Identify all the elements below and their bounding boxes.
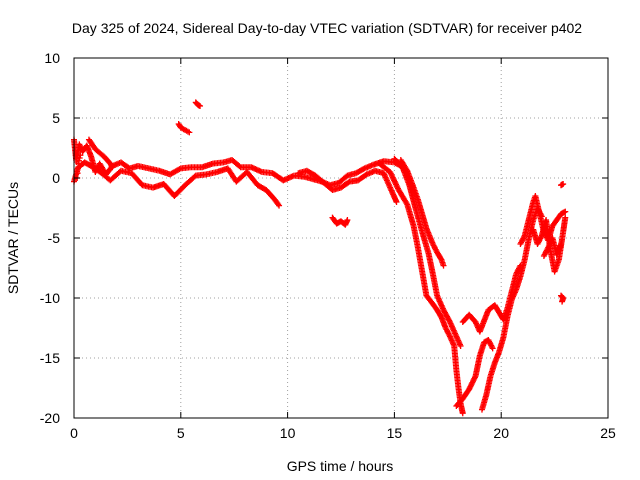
data-point xyxy=(186,129,193,136)
x-tick-label: 0 xyxy=(70,425,78,441)
y-tick-label: 0 xyxy=(52,170,60,186)
x-tick-label: 5 xyxy=(177,425,185,441)
data-point xyxy=(440,262,447,269)
tick-labels: 0 5 10 15 20 25 -20 -15 -10 -5 0 5 10 xyxy=(40,50,616,441)
data-point xyxy=(560,181,567,187)
data-point xyxy=(109,164,116,171)
data-point xyxy=(197,103,204,109)
data-point xyxy=(108,163,115,169)
data-point xyxy=(176,166,183,173)
x-tick-label: 20 xyxy=(493,425,509,441)
data-point xyxy=(275,201,282,208)
data-point xyxy=(77,152,84,159)
y-tick-label: -20 xyxy=(40,410,60,426)
data-point xyxy=(559,298,566,305)
data-point xyxy=(344,217,351,223)
data-point xyxy=(191,173,198,180)
data-point xyxy=(459,410,466,417)
data-point xyxy=(457,343,464,349)
data-points xyxy=(71,99,569,417)
y-tick-label: 5 xyxy=(52,110,60,126)
grid xyxy=(74,58,608,418)
y-tick-label: -10 xyxy=(40,290,60,306)
data-point xyxy=(489,345,496,352)
data-point xyxy=(403,200,410,207)
x-tick-label: 10 xyxy=(280,425,296,441)
data-point xyxy=(276,202,283,209)
data-point xyxy=(437,255,444,262)
data-point xyxy=(393,199,400,205)
y-tick-label: -15 xyxy=(40,350,60,366)
data-point xyxy=(75,160,82,167)
y-axis-label: SDTVAR / TECUs xyxy=(5,182,21,294)
data-point xyxy=(558,241,565,247)
x-tick-label: 25 xyxy=(600,425,616,441)
x-axis-label: GPS time / hours xyxy=(287,458,394,474)
axis-ticks xyxy=(73,57,609,419)
data-point xyxy=(75,157,82,164)
data-point xyxy=(562,208,569,215)
chart-title: Day 325 of 2024, Sidereal Day-to-day VTE… xyxy=(72,20,582,36)
y-tick-label: -5 xyxy=(48,230,61,246)
x-tick-label: 15 xyxy=(387,425,403,441)
data-point xyxy=(236,163,243,170)
data-point xyxy=(76,155,83,161)
data-point xyxy=(562,214,569,221)
y-tick-label: 10 xyxy=(44,50,60,66)
